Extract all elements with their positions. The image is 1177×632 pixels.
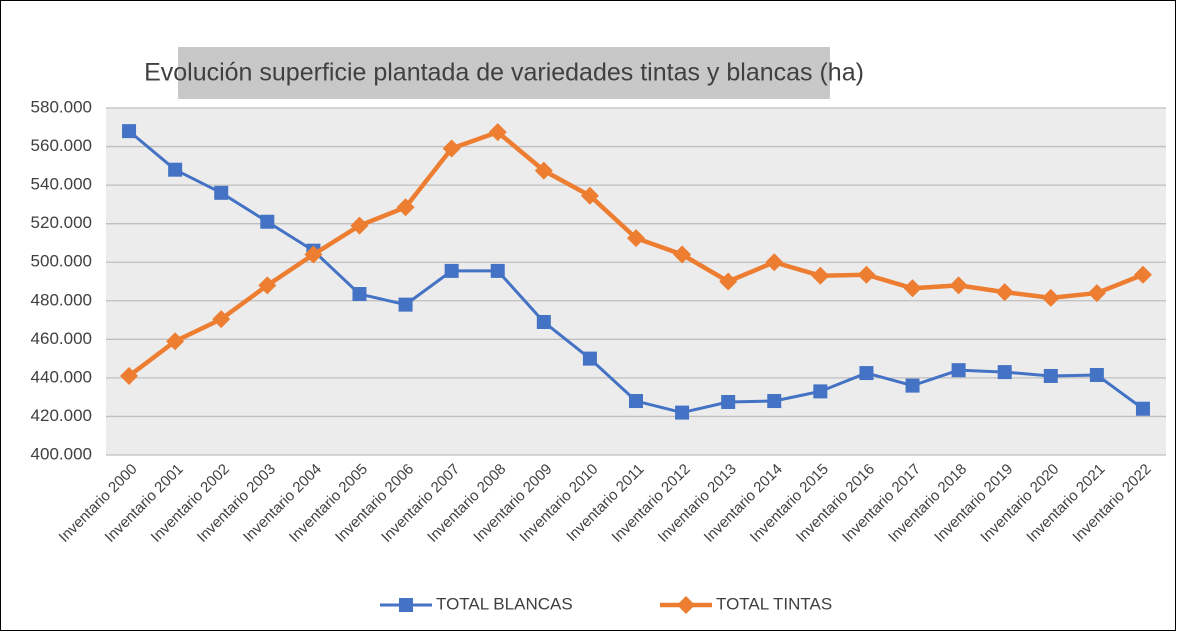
data-point: [629, 394, 643, 409]
data-point: [673, 245, 692, 264]
data-point: [352, 287, 367, 302]
data-point: [304, 245, 323, 264]
data-point: [534, 161, 553, 180]
data-point: [350, 216, 369, 235]
data-point: [396, 198, 415, 217]
data-point: [675, 405, 690, 420]
y-tick-label: 460.000: [31, 329, 92, 348]
data-point: [536, 314, 551, 329]
data-point: [767, 394, 782, 409]
data-point: [442, 139, 461, 158]
legend-marker: [677, 596, 695, 614]
data-point: [951, 363, 966, 378]
y-tick-label: 520.000: [31, 213, 92, 232]
y-tick-label: 440.000: [31, 367, 92, 386]
data-point: [214, 185, 229, 200]
data-point: [212, 310, 231, 329]
data-point: [1043, 368, 1058, 383]
y-tick-label: 500.000: [31, 252, 92, 271]
data-point: [721, 394, 736, 409]
data-point: [444, 263, 459, 278]
y-tick-label: 400.000: [31, 444, 92, 463]
data-point: [168, 162, 183, 177]
data-point: [122, 124, 137, 139]
data-point: [258, 276, 277, 295]
data-point: [1135, 401, 1150, 416]
y-tick-label: 480.000: [31, 290, 92, 309]
data-point: [765, 253, 784, 272]
data-point: [811, 266, 830, 285]
data-point: [857, 265, 876, 284]
data-point: [1089, 367, 1104, 382]
data-point: [120, 366, 139, 385]
y-tick-label: 420.000: [31, 406, 92, 425]
data-point: [1041, 288, 1060, 307]
data-point: [1133, 265, 1152, 284]
data-point: [580, 186, 599, 205]
data-point: [813, 384, 828, 399]
y-tick-label: 580.000: [31, 97, 92, 116]
data-point: [949, 276, 968, 295]
data-point: [490, 263, 505, 278]
legend-label: TOTAL TINTAS: [716, 594, 832, 613]
data-point: [995, 283, 1014, 302]
data-point: [488, 123, 507, 142]
data-point: [627, 229, 645, 248]
data-point: [582, 351, 597, 366]
y-tick-label: 560.000: [31, 136, 92, 155]
y-tick-label: 540.000: [31, 175, 92, 194]
data-point: [166, 332, 185, 351]
legend-label: TOTAL BLANCAS: [436, 594, 573, 613]
title-box: [178, 47, 830, 99]
data-point: [997, 365, 1012, 380]
legend-marker: [399, 598, 413, 612]
data-point: [1087, 284, 1106, 303]
data-point: [719, 272, 738, 291]
data-point: [859, 366, 874, 381]
data-point: [903, 279, 922, 298]
data-point: [905, 378, 920, 393]
chart-title: Evolución superficie plantada de varieda…: [144, 59, 864, 87]
data-point: [398, 297, 413, 312]
data-point: [260, 214, 275, 229]
